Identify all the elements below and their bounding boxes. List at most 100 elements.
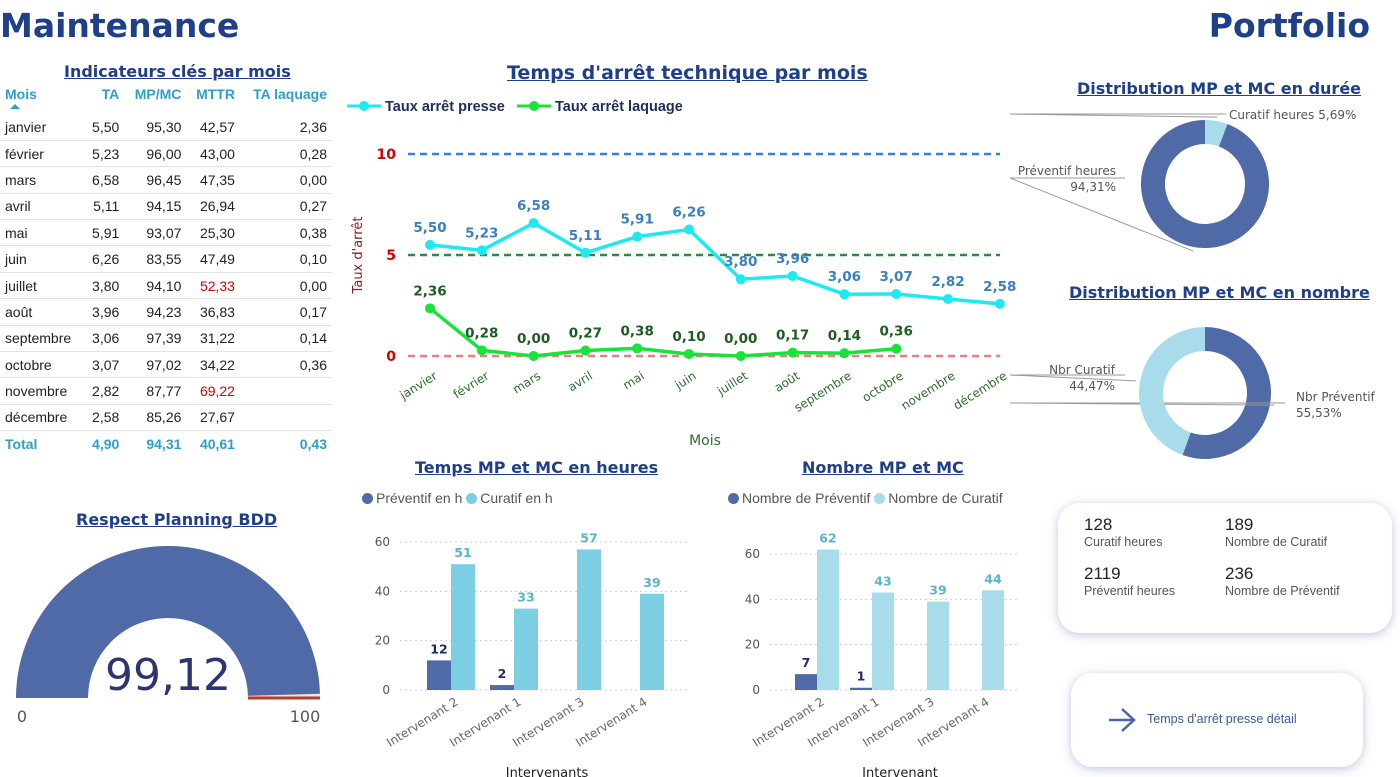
table-row[interactable]: octobre 3,07 97,02 34,22 0,36 bbox=[0, 351, 332, 379]
x-axis-title: Intervenants bbox=[506, 766, 589, 777]
legend-item-laquage[interactable]: Taux arrêt laquage bbox=[516, 99, 683, 115]
table-cell-mois: février bbox=[0, 140, 84, 168]
data-label: 5,91 bbox=[621, 212, 654, 228]
x-tick-label: mars bbox=[510, 369, 543, 397]
data-point bbox=[528, 351, 539, 361]
data-label: 0,27 bbox=[569, 326, 602, 342]
x-tick-label: avril bbox=[565, 369, 595, 395]
table-row[interactable]: décembre 2,58 85,26 27,67 bbox=[0, 404, 332, 432]
x-tick-label: octobre bbox=[860, 369, 906, 405]
line-chart-title: Temps d'arrêt technique par mois bbox=[507, 62, 868, 84]
column-header-ta-laquage[interactable]: TA laquage bbox=[253, 86, 327, 102]
table-cell-mpmc: 96,00 bbox=[124, 140, 187, 168]
bar bbox=[490, 685, 514, 690]
data-label: 0,00 bbox=[724, 331, 757, 347]
slice-label: Nbr Préventif 55,53% bbox=[1296, 390, 1376, 420]
table-cell-mpmc: 87,77 bbox=[124, 377, 187, 405]
data-label: 0,00 bbox=[517, 331, 550, 347]
kpi-nombre-preventif: 236 Nombre de Préventif bbox=[1225, 564, 1340, 598]
table-cell-mttr: 43,00 bbox=[186, 140, 240, 168]
legend-item-preventif-h[interactable]: Préventif en h bbox=[362, 490, 462, 506]
bar-value-label: 1 bbox=[857, 669, 866, 684]
bar bbox=[927, 601, 949, 690]
column-header-mpmc[interactable]: MP/MC bbox=[134, 86, 182, 102]
table-row[interactable]: septembre 3,06 97,39 31,22 0,14 bbox=[0, 325, 332, 353]
table-cell-ta: 3,96 bbox=[83, 298, 125, 326]
bar-value-label: 12 bbox=[430, 641, 447, 656]
legend-item-curatif-h[interactable]: Curatif en h bbox=[466, 490, 553, 506]
table-row[interactable]: mars 6,58 96,45 47,35 0,00 bbox=[0, 166, 332, 194]
x-tick-label: novembre bbox=[899, 369, 958, 413]
bar-value-label: 39 bbox=[929, 583, 946, 598]
table-row[interactable]: février 5,23 96,00 43,00 0,28 bbox=[0, 140, 332, 168]
table-cell-ta: 6,58 bbox=[83, 166, 125, 194]
legend-item-nombre-curatif[interactable]: Nombre de Curatif bbox=[874, 490, 1003, 506]
data-label: 6,26 bbox=[672, 205, 705, 221]
data-point bbox=[528, 218, 539, 229]
bar-value-label: 43 bbox=[874, 574, 891, 589]
table-cell-mttr: 31,22 bbox=[186, 325, 240, 353]
data-point bbox=[684, 224, 694, 235]
table-cell-tal: 2,36 bbox=[239, 114, 332, 141]
table-cell-mpmc: 97,39 bbox=[124, 325, 187, 353]
table-row[interactable]: août 3,96 94,23 36,83 0,17 bbox=[0, 298, 332, 326]
table-cell-ta: 5,23 bbox=[83, 140, 125, 168]
bar bbox=[514, 608, 538, 690]
column-header-mttr[interactable]: MTTR bbox=[196, 86, 235, 102]
table-cell-mois: novembre bbox=[0, 377, 84, 405]
leader-line bbox=[1010, 402, 1285, 406]
gauge-max-label: 100 bbox=[290, 707, 321, 726]
table-cell-mpmc: 94,10 bbox=[124, 272, 187, 300]
table-cell-ta: 6,26 bbox=[83, 245, 125, 273]
table-cell-ta: 3,80 bbox=[83, 272, 125, 300]
y-tick-label: 20 bbox=[375, 634, 390, 648]
data-point bbox=[735, 351, 746, 361]
table-cell-mttr: 42,57 bbox=[186, 114, 240, 141]
table-cell-ta: 3,07 bbox=[83, 351, 125, 379]
bar-value-label: 7 bbox=[802, 655, 811, 670]
x-tick-label: janvier bbox=[397, 369, 440, 403]
column-header-ta[interactable]: TA bbox=[101, 86, 120, 102]
data-label: 0,10 bbox=[672, 329, 705, 345]
gauge-title: Respect Planning BDD bbox=[76, 510, 278, 529]
table-row[interactable]: novembre 2,82 87,77 69,22 bbox=[0, 377, 332, 405]
table-row[interactable]: avril 5,11 94,15 26,94 0,27 bbox=[0, 193, 332, 221]
x-tick-label: Intervenant 4 bbox=[573, 695, 649, 750]
y-axis-label: 0 bbox=[386, 349, 396, 365]
leader-line bbox=[1010, 177, 1194, 252]
data-label: 3,96 bbox=[776, 251, 809, 267]
table-row[interactable]: janvier 5,50 95,30 42,57 2,36 bbox=[0, 114, 332, 141]
line-chart: 10 5 0 Taux d'arrêt 5,50 5,23 6,58 5,11 5,91 6,26… bbox=[351, 147, 1016, 449]
table-row[interactable]: mai 5,91 93,07 25,30 0,38 bbox=[0, 219, 332, 247]
gauge-chart: 99,12 0 100 bbox=[16, 545, 321, 726]
bar-value-label: 44 bbox=[984, 571, 1002, 586]
data-point bbox=[787, 347, 798, 358]
data-point bbox=[684, 348, 694, 359]
data-label: 6,58 bbox=[517, 198, 550, 214]
legend-item-nombre-preventif[interactable]: Nombre de Préventif bbox=[728, 490, 870, 506]
detail-button[interactable]: Temps d'arrêt presse détail bbox=[1071, 673, 1363, 767]
column-header-mois[interactable]: Mois bbox=[0, 86, 83, 114]
table-cell-mttr: 26,94 bbox=[186, 193, 240, 221]
donut-nombre-chart: Nbr Préventif 55,53% Nbr Curatif 44,47% bbox=[1010, 327, 1376, 459]
slice-value: 94,31% bbox=[1070, 180, 1116, 194]
table-cell-mois: décembre bbox=[0, 404, 84, 432]
table-cell-mttr: 40,61 bbox=[186, 430, 240, 458]
data-point bbox=[891, 288, 902, 299]
data-point bbox=[476, 245, 487, 256]
legend-item-presse[interactable]: Taux arrêt presse bbox=[347, 99, 505, 115]
slice-name: Curatif heures bbox=[1229, 108, 1314, 122]
x-tick-label: septembre bbox=[792, 369, 854, 415]
data-point bbox=[580, 345, 591, 356]
table-total-row[interactable]: Total 4,90 94,31 40,61 0,43 bbox=[0, 430, 332, 458]
table-cell-mois: avril bbox=[0, 193, 84, 221]
data-point bbox=[425, 303, 435, 314]
line-chart-legend: Taux arrêt presse Taux arrêt laquage bbox=[347, 99, 683, 115]
table-row[interactable]: juillet 3,80 94,10 52,33 0,00 bbox=[0, 272, 332, 300]
y-axis-title: Taux d'arrêt bbox=[351, 217, 366, 295]
table-cell-mois: mai bbox=[0, 219, 84, 247]
table-cell-mois: octobre bbox=[0, 351, 84, 379]
x-tick-label: décembre bbox=[951, 369, 1010, 413]
table-row[interactable]: juin 6,26 83,55 47,49 0,10 bbox=[0, 245, 332, 273]
